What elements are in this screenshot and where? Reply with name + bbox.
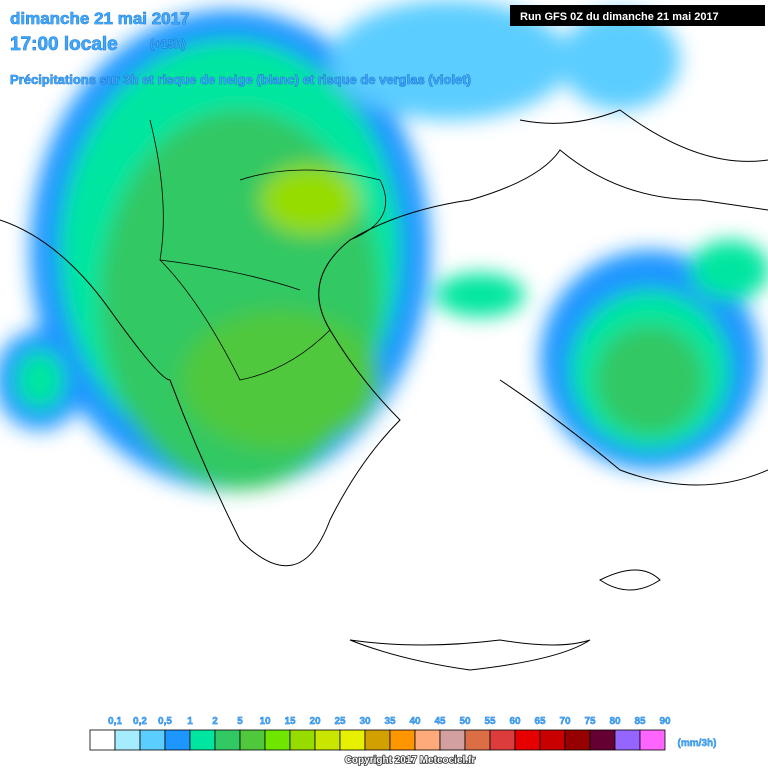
legend-swatch <box>264 729 291 751</box>
legend-swatch <box>164 729 191 751</box>
legend-swatch <box>439 729 466 751</box>
copyright: Copyright 2017 Meteociel.fr <box>345 755 476 766</box>
legend-unit: (mm/3h) <box>678 738 717 749</box>
legend-label: 75 <box>584 716 596 727</box>
legend-swatch <box>289 729 316 751</box>
legend-label: 0,1 <box>108 716 122 727</box>
legend-swatch <box>364 729 391 751</box>
map-time: 17:00 locale <box>10 34 118 55</box>
precipitation-field <box>0 0 768 490</box>
legend-label: 80 <box>609 716 621 727</box>
legend-label: 70 <box>559 716 571 727</box>
forecast-offset: (+15h) <box>150 37 186 51</box>
legend-label: 65 <box>534 716 546 727</box>
coastlines <box>0 109 768 671</box>
legend-label: 60 <box>509 716 521 727</box>
legend-label: 25 <box>334 716 346 727</box>
legend: 0,1 0,2 0,5 1 2 5 10 15 20 25 30 35 40 45 50 55 60 65 70 75… <box>89 716 671 751</box>
legend-swatch <box>464 729 491 751</box>
legend-label: 45 <box>434 716 446 727</box>
map-date: dimanche 21 mai 2017 <box>10 9 190 28</box>
legend-swatch <box>189 729 216 751</box>
legend-label: 0,5 <box>158 716 172 727</box>
legend-swatch <box>214 729 241 751</box>
legend-label: 55 <box>484 716 496 727</box>
legend-swatch <box>639 729 666 751</box>
legend-label: 1 <box>187 716 193 727</box>
legend-swatch <box>114 729 141 751</box>
legend-label: 20 <box>309 716 321 727</box>
legend-swatch <box>239 729 266 751</box>
legend-label: 40 <box>409 716 421 727</box>
map-subtitle: Précipitations sur 3h et risque de neige… <box>10 72 471 87</box>
legend-label: 90 <box>659 716 671 727</box>
legend-label: 85 <box>634 716 646 727</box>
legend-label: 2 <box>212 716 218 727</box>
legend-label: 0,2 <box>133 716 147 727</box>
legend-swatch <box>339 729 366 751</box>
legend-swatch <box>89 729 116 751</box>
legend-swatch <box>389 729 416 751</box>
legend-swatch <box>589 729 616 751</box>
legend-label: 35 <box>384 716 396 727</box>
legend-swatch <box>514 729 541 751</box>
run-info: Run GFS 0Z du dimanche 21 mai 2017 <box>520 11 719 23</box>
legend-label: 5 <box>237 716 243 727</box>
legend-label: 10 <box>259 716 271 727</box>
legend-label: 15 <box>284 716 296 727</box>
borders <box>149 119 387 381</box>
legend-swatch <box>489 729 516 751</box>
legend-label: 30 <box>359 716 371 727</box>
run-box <box>510 5 765 26</box>
legend-swatch <box>564 729 591 751</box>
legend-label: 50 <box>459 716 471 727</box>
legend-swatch <box>314 729 341 751</box>
legend-swatch <box>539 729 566 751</box>
legend-swatch <box>614 729 641 751</box>
legend-swatch <box>414 729 441 751</box>
legend-swatch <box>139 729 166 751</box>
